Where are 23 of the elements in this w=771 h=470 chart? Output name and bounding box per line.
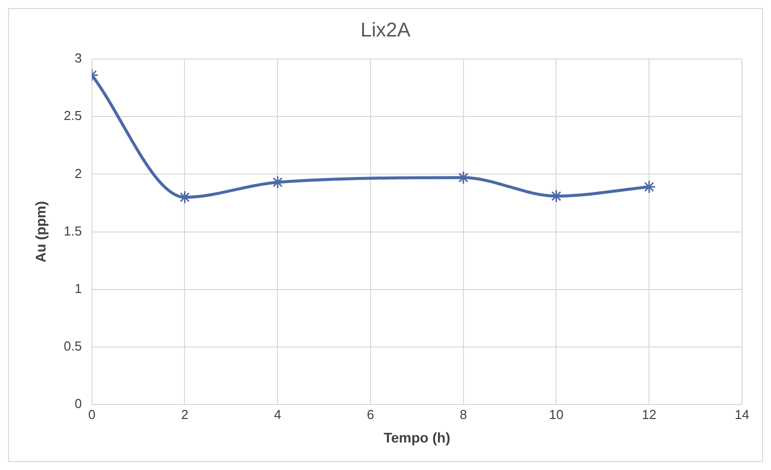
x-axis-title: Tempo (h) [384,429,450,446]
y-tick-label: 1.5 [64,223,82,238]
y-axis-title: Au (ppm) [32,201,48,263]
point [456,170,470,184]
x-tick-label: 8 [460,406,467,422]
y-tick-label: 0.5 [64,338,82,354]
x-tick-label: 12 [642,406,656,422]
x-tick-label: 14 [734,406,750,422]
x-tick-label: 2 [181,406,188,422]
chart-title: Lix2A [360,20,412,42]
y-tick-label: 0 [74,396,82,412]
y-tick-label: 2 [74,166,82,181]
x-tick-label: 0 [88,406,96,422]
y-tick-label: 2.5 [64,108,82,124]
x-tick-label: 10 [549,406,564,422]
x-tick-label: 4 [274,406,282,422]
y-tick-label: 1 [74,280,82,296]
y-tick-label: 3 [74,50,82,66]
point [642,180,656,194]
point [550,189,563,203]
point [270,176,284,190]
point [178,190,192,204]
x-tick-label: 6 [366,406,374,422]
